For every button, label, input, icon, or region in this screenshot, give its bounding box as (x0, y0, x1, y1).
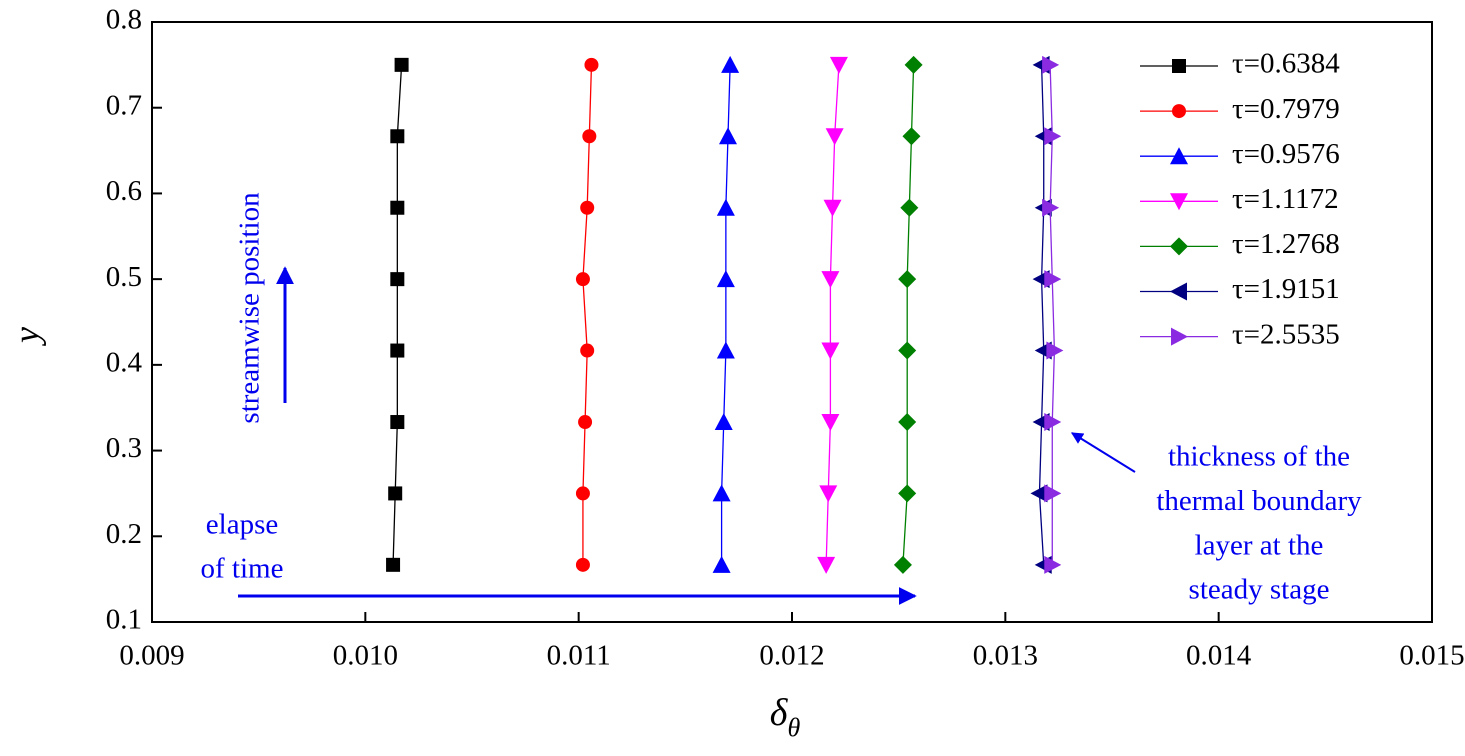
marker (821, 271, 840, 289)
legend-marker (1171, 327, 1188, 346)
marker (898, 341, 917, 360)
series-line (582, 64, 593, 565)
marker (900, 198, 919, 217)
marker (575, 272, 590, 287)
marker (390, 415, 405, 430)
marker (898, 413, 917, 432)
series-line (720, 64, 731, 565)
legend-label: τ=1.2768 (1232, 228, 1340, 260)
legend-label: τ=0.7979 (1232, 93, 1340, 125)
marker (719, 127, 737, 145)
marker (390, 200, 405, 215)
legend-label: τ=0.9576 (1232, 138, 1340, 170)
y-tick-label: 0.8 (106, 4, 142, 36)
marker (1044, 484, 1062, 503)
marker (817, 556, 836, 574)
marker (714, 413, 733, 431)
marker (893, 555, 912, 574)
x-tick-label: 0.011 (547, 640, 611, 672)
marker (584, 57, 599, 72)
legend-marker (1170, 147, 1188, 165)
marker (823, 199, 842, 217)
marker (394, 57, 409, 72)
y-tick-label: 0.6 (106, 175, 142, 207)
marker (390, 343, 405, 358)
annotation: layer at the (1195, 529, 1324, 561)
y-tick-label: 0.7 (106, 89, 142, 121)
marker (902, 127, 921, 146)
x-axis-symbol: δ (770, 692, 789, 734)
annotation: elapse (206, 509, 278, 541)
marker (390, 272, 405, 287)
legend-label: τ=1.9151 (1232, 273, 1340, 305)
x-axis-subscript: θ (787, 713, 800, 742)
legend-label: τ=1.1172 (1232, 183, 1339, 215)
marker (904, 55, 923, 74)
legend-marker (1170, 282, 1187, 301)
legend-marker (1172, 104, 1186, 119)
y-tick-label: 0.1 (106, 604, 142, 636)
marker (829, 56, 848, 74)
marker (825, 128, 844, 146)
marker (582, 129, 597, 144)
marker (712, 484, 731, 502)
x-tick-label: 0.015 (1399, 640, 1464, 672)
annotation: thermal boundary (1156, 485, 1362, 517)
arrow (1070, 432, 1136, 473)
marker (1046, 341, 1064, 360)
marker (716, 341, 735, 359)
marker (821, 414, 840, 432)
series-line (825, 64, 840, 565)
marker (1042, 198, 1060, 217)
y-tick-label: 0.3 (106, 432, 142, 464)
marker (575, 557, 590, 572)
legend-label: τ=0.6384 (1232, 48, 1340, 80)
marker (716, 198, 735, 216)
legend-marker (1170, 237, 1188, 256)
marker (898, 270, 917, 289)
marker (716, 270, 735, 288)
marker (1042, 55, 1060, 74)
x-tick-label: 0.009 (119, 640, 184, 672)
marker (1044, 127, 1062, 146)
marker (386, 557, 401, 572)
marker (580, 343, 595, 358)
y-tick-label: 0.2 (106, 518, 142, 550)
series-line (902, 64, 915, 565)
marker (578, 415, 593, 430)
marker (821, 342, 840, 360)
legend-label: τ=2.5535 (1232, 318, 1340, 350)
marker (1044, 555, 1062, 574)
marker (575, 486, 590, 501)
legend-marker (1172, 59, 1186, 73)
marker (721, 55, 740, 73)
x-tick-label: 0.012 (759, 640, 824, 672)
marker (898, 484, 917, 503)
x-tick-label: 0.010 (333, 640, 398, 672)
x-axis-label: δθ (770, 692, 801, 742)
marker (580, 200, 595, 215)
marker (390, 129, 405, 144)
marker (712, 555, 731, 573)
legend-marker (1170, 193, 1188, 211)
series-line (1049, 64, 1056, 565)
annotation: steady stage (1189, 574, 1330, 606)
series-line (1038, 64, 1045, 565)
y-axis-label: y (6, 327, 46, 346)
y-tick-label: 0.4 (106, 347, 143, 379)
annotation: thickness of the (1168, 441, 1350, 473)
marker (1030, 484, 1048, 503)
series-line (392, 64, 403, 565)
marker (1044, 270, 1062, 289)
y-tick-label: 0.5 (106, 261, 142, 293)
annotation: of time (201, 553, 284, 585)
marker (819, 485, 838, 503)
marker (388, 486, 403, 501)
x-tick-label: 0.014 (1186, 640, 1252, 672)
x-tick-label: 0.013 (973, 640, 1038, 672)
marker (1044, 413, 1062, 432)
annotation: streamwise position (234, 192, 266, 424)
